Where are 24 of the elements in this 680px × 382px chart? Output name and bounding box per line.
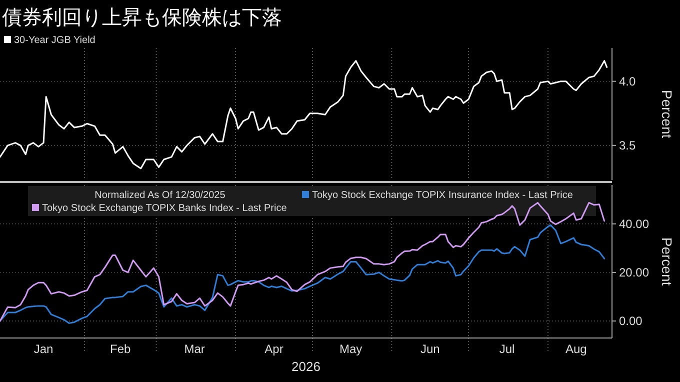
y-tick-label: 4.0 bbox=[619, 74, 636, 88]
x-tick-label: Jun bbox=[420, 342, 440, 356]
legend-label: Tokyo Stock Exchange TOPIX Banks Index - Last Price bbox=[42, 203, 288, 214]
chart-title: 債券利回り上昇も保険株は下落 bbox=[2, 7, 282, 29]
y-tick-label: 3.5 bbox=[619, 138, 636, 152]
legend-label: Tokyo Stock Exchange TOPIX Insurance Index - Last Price bbox=[312, 190, 574, 201]
legend-label: 30-Year JGB Yield bbox=[14, 35, 96, 46]
y-axis-title: Percent bbox=[659, 90, 675, 138]
x-tick-label: Jan bbox=[34, 342, 54, 356]
line-series bbox=[0, 202, 606, 322]
x-tick-label: Mar bbox=[184, 342, 205, 356]
x-tick-label: Feb bbox=[110, 342, 132, 356]
line-series bbox=[0, 224, 606, 324]
x-tick-label: Jul bbox=[499, 342, 515, 356]
x-tick-label: May bbox=[339, 342, 362, 356]
y-tick-label: 0.00 bbox=[619, 314, 643, 328]
x-axis-title: 2026 bbox=[292, 359, 320, 374]
y-tick-label: 40.00 bbox=[619, 216, 650, 231]
x-tick-label: Aug bbox=[565, 342, 587, 356]
x-tick-label: Apr bbox=[264, 342, 284, 356]
legend-title: Normalized As Of 12/30/2025 bbox=[94, 190, 226, 201]
line-series bbox=[0, 60, 608, 170]
y-axis-title: Percent bbox=[659, 237, 675, 286]
y-tick-label: 20.00 bbox=[619, 265, 650, 280]
